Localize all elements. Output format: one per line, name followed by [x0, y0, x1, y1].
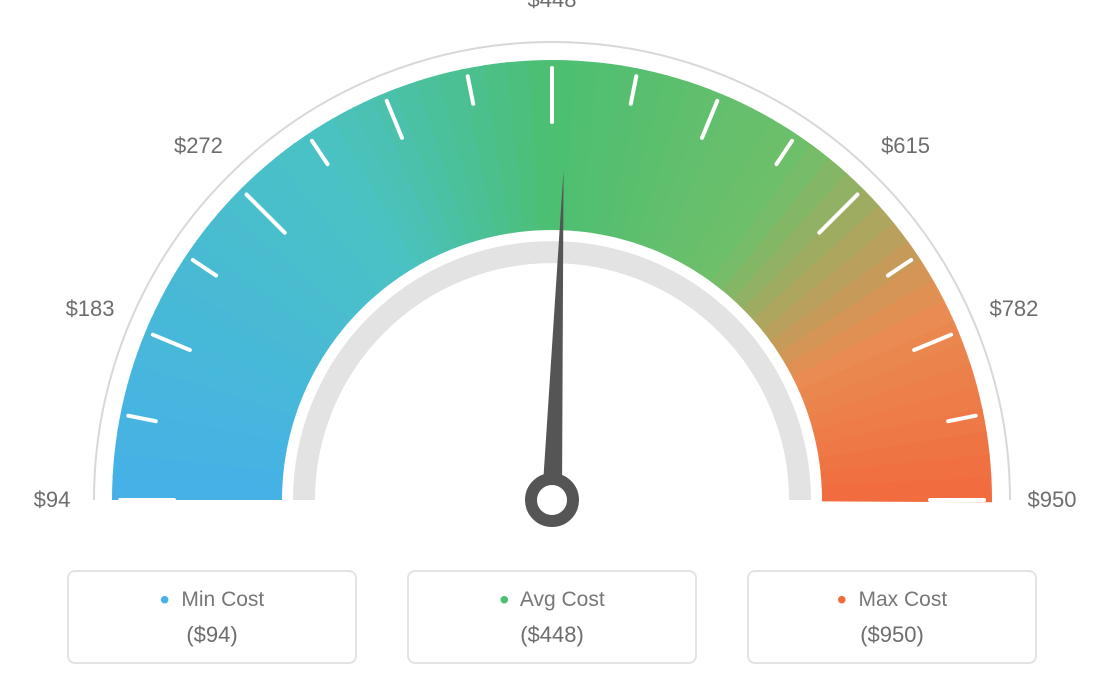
- legend-value-avg: ($448): [419, 622, 685, 648]
- gauge-scale-label: $272: [174, 133, 223, 159]
- gauge-svg: [0, 0, 1104, 560]
- legend-label: Min Cost: [181, 588, 264, 611]
- dot-icon: •: [837, 584, 847, 615]
- gauge-scale-label: $183: [66, 296, 115, 322]
- legend-label: Avg Cost: [520, 588, 605, 611]
- legend-value-max: ($950): [759, 622, 1025, 648]
- gauge-scale-label: $782: [989, 296, 1038, 322]
- legend-title-max: • Max Cost: [759, 588, 1025, 612]
- cost-gauge: $94 $183 $272 $448 $615 $782 $950: [0, 0, 1104, 560]
- legend-row: • Min Cost ($94) • Avg Cost ($448) • Max…: [0, 570, 1104, 664]
- legend-label: Max Cost: [858, 588, 947, 611]
- legend-card-min: • Min Cost ($94): [67, 570, 357, 664]
- dot-icon: •: [160, 584, 170, 615]
- gauge-scale-label: $950: [1028, 487, 1077, 513]
- legend-card-max: • Max Cost ($950): [747, 570, 1037, 664]
- legend-value-min: ($94): [79, 622, 345, 648]
- gauge-scale-label: $615: [881, 133, 930, 159]
- legend-title-min: • Min Cost: [79, 588, 345, 612]
- legend-card-avg: • Avg Cost ($448): [407, 570, 697, 664]
- dot-icon: •: [499, 584, 509, 615]
- legend-title-avg: • Avg Cost: [419, 588, 685, 612]
- gauge-scale-label: $448: [528, 0, 577, 13]
- gauge-scale-label: $94: [34, 487, 71, 513]
